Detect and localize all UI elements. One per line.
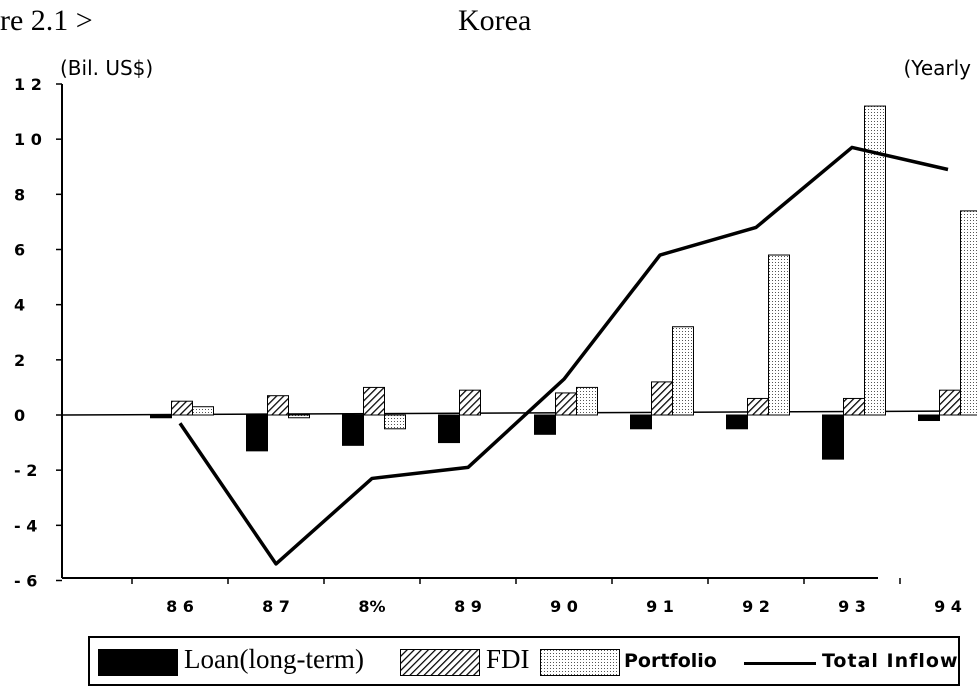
bar-fdi (651, 381, 673, 416)
legend-swatch-fdi (400, 649, 480, 676)
x-tick-label: 9 1 (646, 597, 674, 616)
y-tick-label: - 6 (14, 572, 37, 591)
bar-loan-long-term (438, 414, 460, 444)
y-tick-label: - 4 (14, 516, 37, 535)
x-tick-label: 9 0 (550, 597, 578, 616)
legend-swatch-portfolio (540, 649, 620, 676)
x-tick-label: 9 4 (934, 597, 962, 616)
bar-fdi (555, 392, 577, 416)
period-label: (Yearly (903, 56, 971, 80)
bar-fdi (747, 397, 769, 416)
legend-label-portfolio: Portfolio (624, 650, 717, 672)
bar-loan-long-term (342, 414, 364, 446)
x-tick-label: 8 7 (262, 597, 290, 616)
y-tick-label: - 2 (14, 461, 37, 480)
bar-loan-long-term (150, 414, 172, 419)
bar-loan-long-term (726, 414, 748, 430)
bar-fdi (459, 389, 481, 416)
bar-portfolio (576, 386, 598, 416)
bar-loan-long-term (534, 414, 556, 435)
bar-portfolio (864, 105, 886, 416)
legend-label-total: Total Inflow (822, 650, 959, 672)
bar-fdi (171, 400, 193, 416)
figure-label: re 2.1 > (0, 4, 93, 37)
y-tick-label: 0 (14, 406, 25, 425)
x-tick-label: 8% (358, 597, 385, 616)
legend-label-loan: Loan(long-term) (184, 644, 364, 674)
bar-portfolio (192, 406, 214, 416)
y-tick-label: 1 2 (14, 75, 42, 94)
y-tick-label: 4 (14, 296, 25, 315)
bar-portfolio (384, 414, 406, 430)
legend-swatch-total (744, 662, 816, 665)
x-tick-label: 9 2 (742, 597, 770, 616)
y-tick-label: 2 (14, 351, 25, 370)
bar-loan-long-term (822, 414, 844, 460)
bar-fdi (363, 386, 385, 416)
x-tick-label: 9 3 (838, 597, 866, 616)
legend: Loan(long-term) FDI Portfolio Total Infl… (88, 636, 960, 686)
chart-title: Korea (458, 4, 532, 37)
x-tick-label: 8 6 (166, 597, 194, 616)
bar-portfolio (960, 210, 977, 416)
bar-loan-long-term (246, 414, 268, 452)
bar-loan-long-term (918, 414, 940, 422)
bar-fdi (267, 395, 289, 416)
bar-fdi (939, 389, 961, 416)
bar-portfolio (288, 414, 310, 419)
y-unit-label: (Bil. US$) (60, 56, 154, 80)
x-tick-label: 8 9 (454, 597, 482, 616)
bar-portfolio (768, 254, 790, 416)
y-tick-label: 6 (14, 241, 25, 260)
bar-loan-long-term (630, 414, 652, 430)
bar-fdi (843, 397, 865, 416)
y-tick-label: 1 0 (14, 130, 42, 149)
bar-portfolio (672, 326, 694, 416)
legend-swatch-loan (98, 649, 178, 676)
y-tick-label: 8 (14, 185, 25, 204)
legend-label-fdi: FDI (486, 644, 530, 674)
line-total-inflow (178, 145, 949, 566)
